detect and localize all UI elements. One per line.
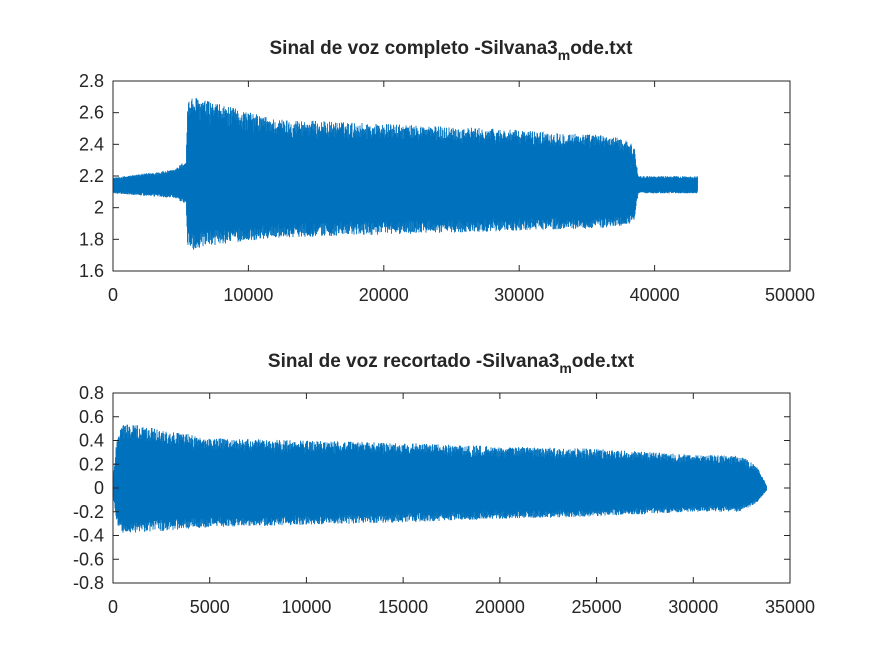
y-tick-label: 2.8: [79, 71, 104, 91]
y-tick-label: 1.8: [79, 229, 104, 249]
y-tick-label: 0.2: [79, 454, 104, 474]
axis-ticks: 0 5000 10000 15000 20000 25000 30000 35000 -0.8 -…: [73, 383, 815, 617]
x-tick-label: 20000: [359, 285, 409, 305]
y-tick-label: -0.4: [73, 526, 104, 546]
axis-ticks: 0 10000 20000 30000 40000 50000 1.6 1.8 2 2.2 2.4 2…: [79, 71, 815, 305]
y-tick-label: 2.2: [79, 166, 104, 186]
x-tick-label: 50000: [765, 285, 815, 305]
subplot-trimmed-signal: Sinal de voz recortado -Silvana3mode.txt…: [73, 351, 815, 617]
y-tick-label: 0.8: [79, 383, 104, 403]
x-tick-label: 10000: [281, 597, 331, 617]
x-tick-label: 30000: [668, 597, 718, 617]
x-tick-label: 25000: [572, 597, 622, 617]
x-tick-label: 0: [108, 597, 118, 617]
chart-title: Sinal de voz recortado -Silvana3mode.txt: [268, 351, 635, 376]
x-tick-label: 35000: [765, 597, 815, 617]
x-tick-label: 0: [108, 285, 118, 305]
y-tick-label: 2.6: [79, 103, 104, 123]
x-tick-label: 20000: [475, 597, 525, 617]
x-tick-label: 5000: [190, 597, 230, 617]
y-tick-label: 2: [94, 198, 104, 218]
y-tick-label: 0.6: [79, 407, 104, 427]
y-tick-label: -0.2: [73, 502, 104, 522]
y-tick-label: 1.6: [79, 261, 104, 281]
y-tick-label: 0: [94, 478, 104, 498]
x-tick-label: 10000: [223, 285, 273, 305]
x-tick-label: 15000: [378, 597, 428, 617]
chart-title: Sinal de voz completo -Silvana3mode.txt: [270, 38, 634, 63]
y-tick-label: 0.4: [79, 431, 104, 451]
y-tick-label: -0.8: [73, 573, 104, 593]
subplot-complete-signal: Sinal de voz completo -Silvana3mode.txt …: [79, 38, 815, 305]
y-tick-label: 2.4: [79, 134, 104, 154]
x-tick-label: 40000: [630, 285, 680, 305]
y-tick-label: -0.6: [73, 549, 104, 569]
x-tick-label: 30000: [494, 285, 544, 305]
